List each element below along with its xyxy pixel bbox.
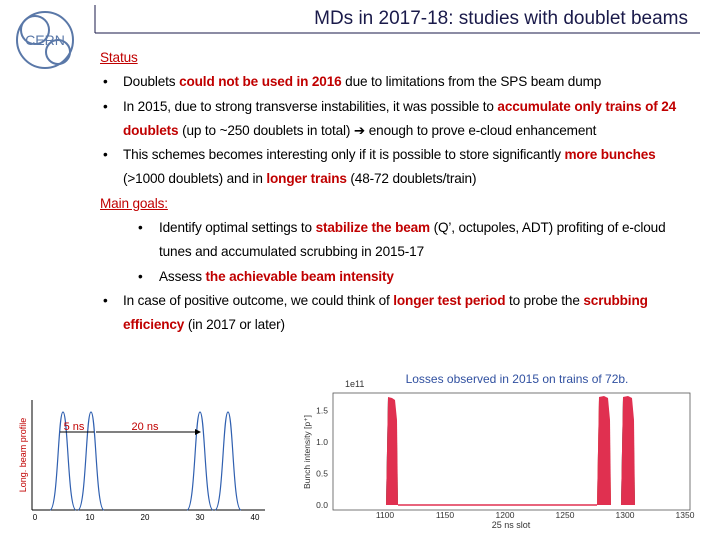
y-tick-label: 1.5 <box>316 406 328 416</box>
bullet: • <box>103 74 108 90</box>
x-tick-label: 30 <box>196 513 205 522</box>
section-heading: Main goals: <box>100 195 168 211</box>
logo-text: CERN <box>25 32 65 48</box>
annotation: 5 ns <box>64 421 85 433</box>
x-tick-label: 1300 <box>616 510 635 520</box>
text: In case of positive outcome, we could th… <box>123 292 394 308</box>
bullet: • <box>138 268 143 284</box>
losses-caption: Losses observed in 2015 on trains of 72b… <box>406 372 629 386</box>
x-tick-label: 20 <box>141 513 150 522</box>
text: (in 2017 or later) <box>184 317 285 333</box>
highlight-text: stabilize the beam <box>315 220 431 236</box>
highlight-text: could not be used in 2016 <box>179 74 342 90</box>
section-heading: Status <box>100 50 138 65</box>
bullet-item: • In 2015, due to strong transverse insta… <box>100 95 692 144</box>
profile-plot <box>31 400 265 511</box>
bullet-item: • This schemes becomes interesting only i… <box>100 143 692 192</box>
bullet: • <box>103 98 108 114</box>
y-tick-label: 0.5 <box>316 469 328 479</box>
y-tick-label: 0.0 <box>316 500 328 510</box>
bullet-item: • Assess the achievable beam intensity <box>100 265 692 289</box>
slide-body: Status • Doublets could not be used in 201… <box>100 46 692 338</box>
bullet: • <box>103 292 108 308</box>
bullet-item: • Identify optimal settings to stabilize … <box>100 216 692 265</box>
x-tick-label: 1250 <box>556 510 575 520</box>
text: Identify optimal settings to <box>159 220 316 236</box>
highlight-text: accumulate only trains of 24 doublets <box>123 98 677 138</box>
bullet: • <box>103 147 108 163</box>
highlight-text: scrubbing efficiency <box>123 292 648 333</box>
y-tick-label: 1.0 <box>316 437 328 447</box>
text: This schemes becomes interesting only if… <box>123 147 565 163</box>
bullet: • <box>138 220 143 236</box>
text: (Q’, octupoles, ADT) profiting of e-clou… <box>159 220 666 260</box>
x-tick-label: 1150 <box>436 510 455 520</box>
text: In 2015, due to strong transverse instab… <box>123 98 498 114</box>
x-tick-label: 0 <box>33 513 38 522</box>
highlight-text: longer trains <box>266 171 347 187</box>
logo <box>16 11 74 69</box>
text: (>1000 doublets) and in <box>123 171 267 187</box>
text: Doublets <box>123 74 180 90</box>
bullet-item: • In case of positive outcome, we could t… <box>100 289 692 338</box>
text: (up to ~250 doublets in total) ➔ enough … <box>178 122 597 138</box>
x-tick-label: 10 <box>86 513 95 522</box>
x-tick-label: 1350 <box>676 510 695 520</box>
annotation: 20 ns <box>132 421 159 433</box>
x-tick-label: 1200 <box>496 510 515 520</box>
highlight-text: the achievable beam intensity <box>205 268 394 284</box>
x-tick-label: 40 <box>251 513 260 522</box>
losses-plot <box>332 392 691 511</box>
losses-xlabel: 25 ns slot <box>492 520 531 530</box>
exponent: 1e11 <box>345 379 364 389</box>
profile-ylabel: Long. beam profile <box>18 418 28 493</box>
text: due to limitations from the SPS beam dum… <box>341 74 602 90</box>
bullet-item: • Doublets could not be used in 2016 due … <box>100 70 692 94</box>
highlight-text: longer test period <box>393 292 506 308</box>
slide-title: MDs in 2017-18: studies with doublet bea… <box>314 8 688 29</box>
highlight-text: more bunches <box>564 147 656 163</box>
x-tick-label: 1100 <box>376 510 395 520</box>
text: to probe the <box>505 292 584 308</box>
text: (48-72 doublets/train) <box>346 171 477 187</box>
text: Assess <box>159 268 206 284</box>
losses-ylabel: Bunch intensity [p⁺] <box>302 415 312 489</box>
